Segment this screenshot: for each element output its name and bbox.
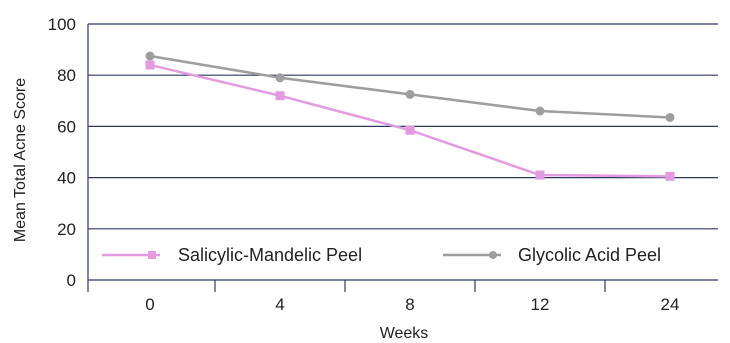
x-tick-label: 0 xyxy=(145,295,154,314)
data-point-square xyxy=(275,91,285,101)
legend-marker-square xyxy=(148,251,156,259)
data-point-square xyxy=(145,60,155,70)
x-tick-label: 8 xyxy=(405,295,414,314)
y-tick-label: 20 xyxy=(57,220,76,239)
data-point-square xyxy=(535,170,545,180)
y-tick-label: 60 xyxy=(57,117,76,136)
legend-label: Glycolic Acid Peel xyxy=(518,245,661,265)
y-tick-label: 100 xyxy=(48,15,76,34)
y-tick-labels: 0 20 40 60 80 100 xyxy=(48,15,76,290)
data-point-circle xyxy=(535,106,545,116)
data-point-circle xyxy=(665,112,675,122)
gridlines xyxy=(88,23,718,230)
data-point-square xyxy=(405,125,415,135)
y-tick-label: 0 xyxy=(67,271,76,290)
y-tick-label: 80 xyxy=(57,66,76,85)
x-tick-label: 12 xyxy=(531,295,550,314)
x-tick-label: 4 xyxy=(275,295,284,314)
legend-label: Salicylic-Mandelic Peel xyxy=(178,245,362,265)
legend-background xyxy=(92,236,712,274)
legend-marker-circle xyxy=(489,251,497,259)
data-point-circle xyxy=(405,89,415,99)
data-point-square xyxy=(665,171,675,181)
x-tick-label: 24 xyxy=(661,295,680,314)
y-tick-label: 40 xyxy=(57,169,76,188)
data-point-circle xyxy=(145,51,155,61)
axes xyxy=(87,24,718,292)
x-tick-labels: 0 4 8 12 24 xyxy=(145,295,679,314)
series-line-1 xyxy=(149,54,671,119)
legend: Salicylic-Mandelic Peel Glycolic Acid Pee… xyxy=(92,236,712,274)
series-lines xyxy=(145,51,675,181)
data-point-circle xyxy=(275,73,285,83)
x-axis-title: Weeks xyxy=(380,325,429,342)
y-axis-title: Mean Total Acne Score xyxy=(12,78,29,242)
series-line-0 xyxy=(149,63,671,178)
